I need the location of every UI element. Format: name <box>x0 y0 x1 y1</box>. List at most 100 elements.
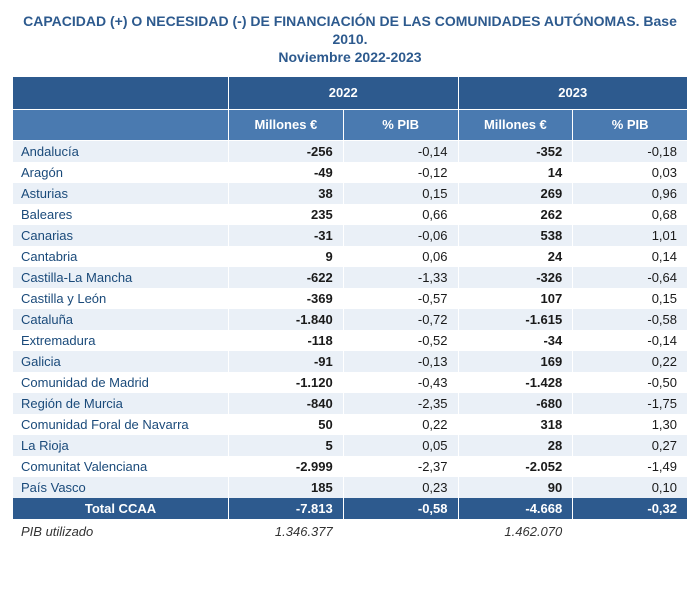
total-label: Total CCAA <box>13 498 229 519</box>
table-title: CAPACIDAD (+) O NECESIDAD (-) DE FINANCI… <box>12 12 688 67</box>
row-p23: 1,30 <box>573 414 688 435</box>
row-p22: -0,43 <box>343 372 458 393</box>
row-m22: -31 <box>229 225 344 246</box>
header-blank <box>13 77 229 110</box>
table-row: Baleares2350,662620,68 <box>13 204 688 225</box>
row-p23: 1,01 <box>573 225 688 246</box>
row-m23: 28 <box>458 435 573 456</box>
row-m23: 538 <box>458 225 573 246</box>
row-p23: 0,10 <box>573 477 688 498</box>
title-line-1: CAPACIDAD (+) O NECESIDAD (-) DE FINANCI… <box>23 13 677 47</box>
row-p22: -0,13 <box>343 351 458 372</box>
row-p23: 0,96 <box>573 183 688 204</box>
row-m23: -680 <box>458 393 573 414</box>
row-p23: 0,14 <box>573 246 688 267</box>
pib-label: PIB utilizado <box>13 519 229 542</box>
total-p22: -0,58 <box>343 498 458 519</box>
row-label: Comunidad de Madrid <box>13 372 229 393</box>
row-m23: 269 <box>458 183 573 204</box>
row-label: Canarias <box>13 225 229 246</box>
total-p23: -0,32 <box>573 498 688 519</box>
table-row: Extremadura-118-0,52-34-0,14 <box>13 330 688 351</box>
row-m23: -1.428 <box>458 372 573 393</box>
row-m23: -352 <box>458 140 573 162</box>
header-pib-2022: % PIB <box>343 109 458 140</box>
row-m22: 5 <box>229 435 344 456</box>
row-label: Región de Murcia <box>13 393 229 414</box>
row-p22: 0,66 <box>343 204 458 225</box>
row-p23: -0,58 <box>573 309 688 330</box>
row-p22: -2,35 <box>343 393 458 414</box>
row-m23: -34 <box>458 330 573 351</box>
total-row: Total CCAA-7.813-0,58-4.668-0,32 <box>13 498 688 519</box>
row-m23: 318 <box>458 414 573 435</box>
header-sub-row: Millones € % PIB Millones € % PIB <box>13 109 688 140</box>
table-row: Galicia-91-0,131690,22 <box>13 351 688 372</box>
table-row: Castilla y León-369-0,571070,15 <box>13 288 688 309</box>
row-p22: -2,37 <box>343 456 458 477</box>
row-m22: 9 <box>229 246 344 267</box>
header-millones-2023: Millones € <box>458 109 573 140</box>
row-m23: 169 <box>458 351 573 372</box>
row-label: Castilla y León <box>13 288 229 309</box>
table-row: Comunitat Valenciana-2.999-2,37-2.052-1,… <box>13 456 688 477</box>
row-m22: -49 <box>229 162 344 183</box>
row-m22: -91 <box>229 351 344 372</box>
row-p23: -0,18 <box>573 140 688 162</box>
pib-row: PIB utilizado1.346.3771.462.070 <box>13 519 688 542</box>
total-m23: -4.668 <box>458 498 573 519</box>
row-p22: -1,33 <box>343 267 458 288</box>
row-m22: 38 <box>229 183 344 204</box>
row-p22: -0,06 <box>343 225 458 246</box>
row-m22: 185 <box>229 477 344 498</box>
row-p22: 0,22 <box>343 414 458 435</box>
row-label: La Rioja <box>13 435 229 456</box>
pib-p22 <box>343 519 458 542</box>
row-label: Aragón <box>13 162 229 183</box>
table-row: Andalucía-256-0,14-352-0,18 <box>13 140 688 162</box>
row-m22: -369 <box>229 288 344 309</box>
row-label: Comunidad Foral de Navarra <box>13 414 229 435</box>
row-label: Comunitat Valenciana <box>13 456 229 477</box>
row-p23: 0,15 <box>573 288 688 309</box>
row-p23: 0,68 <box>573 204 688 225</box>
header-year-row: 2022 2023 <box>13 77 688 110</box>
pib-m22: 1.346.377 <box>229 519 344 542</box>
row-p22: -0,12 <box>343 162 458 183</box>
row-m22: 50 <box>229 414 344 435</box>
row-p23: 0,03 <box>573 162 688 183</box>
row-m22: -622 <box>229 267 344 288</box>
total-m22: -7.813 <box>229 498 344 519</box>
row-m22: -2.999 <box>229 456 344 477</box>
row-p23: -0,64 <box>573 267 688 288</box>
table-row: Aragón-49-0,12140,03 <box>13 162 688 183</box>
pib-p23 <box>573 519 688 542</box>
row-label: País Vasco <box>13 477 229 498</box>
row-m23: 24 <box>458 246 573 267</box>
row-label: Asturias <box>13 183 229 204</box>
row-p23: -1,49 <box>573 456 688 477</box>
table-row: Castilla-La Mancha-622-1,33-326-0,64 <box>13 267 688 288</box>
row-p22: -0,72 <box>343 309 458 330</box>
title-line-2: Noviembre 2022-2023 <box>278 49 421 65</box>
row-m23: 14 <box>458 162 573 183</box>
row-label: Cataluña <box>13 309 229 330</box>
row-label: Extremadura <box>13 330 229 351</box>
table-row: Comunidad Foral de Navarra500,223181,30 <box>13 414 688 435</box>
row-m23: 90 <box>458 477 573 498</box>
row-m22: 235 <box>229 204 344 225</box>
table-row: País Vasco1850,23900,10 <box>13 477 688 498</box>
header-year-2023: 2023 <box>458 77 688 110</box>
financing-table: 2022 2023 Millones € % PIB Millones € % … <box>12 77 688 542</box>
row-p23: 0,27 <box>573 435 688 456</box>
row-p22: 0,06 <box>343 246 458 267</box>
row-p23: -1,75 <box>573 393 688 414</box>
row-m22: -840 <box>229 393 344 414</box>
row-m23: 262 <box>458 204 573 225</box>
table-row: Comunidad de Madrid-1.120-0,43-1.428-0,5… <box>13 372 688 393</box>
row-p22: 0,23 <box>343 477 458 498</box>
row-label: Andalucía <box>13 140 229 162</box>
table-row: La Rioja50,05280,27 <box>13 435 688 456</box>
row-m22: -256 <box>229 140 344 162</box>
row-m23: -1.615 <box>458 309 573 330</box>
